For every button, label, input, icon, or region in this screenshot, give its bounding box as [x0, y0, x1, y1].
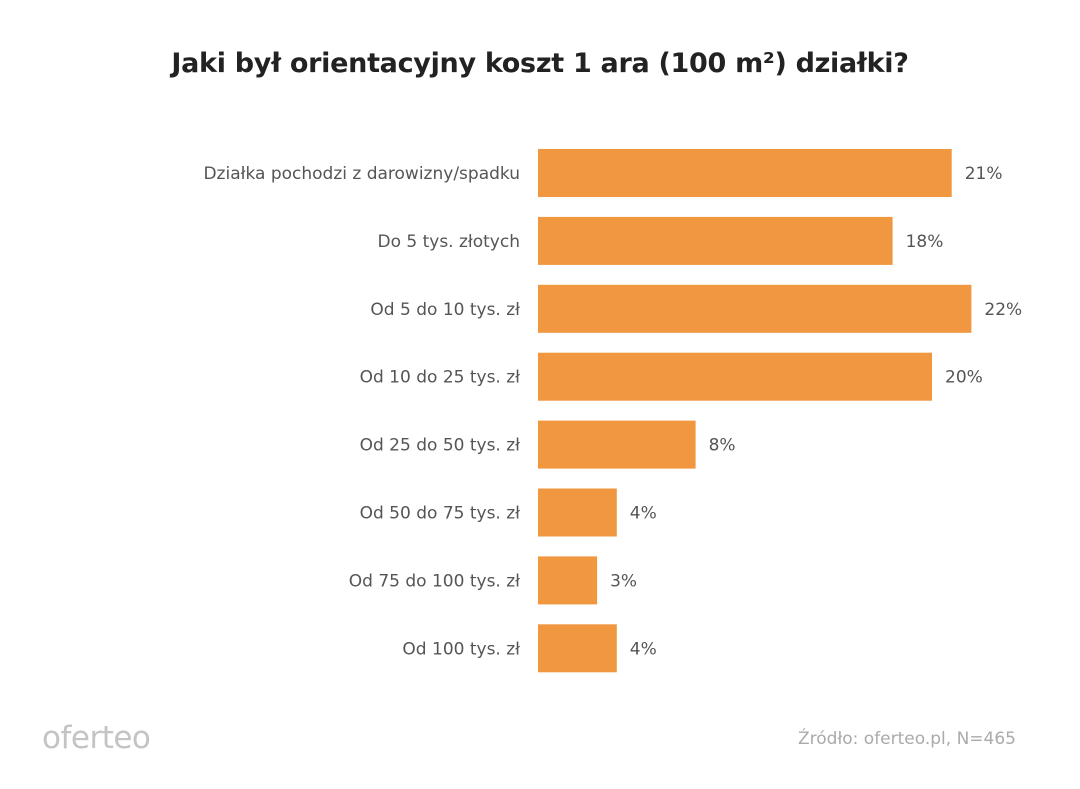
- bar-chart: Działka pochodzi z darowizny/spadku 21% Do…: [203, 149, 1022, 673]
- value-label: 8%: [709, 436, 736, 456]
- value-label: 3%: [610, 571, 637, 591]
- category-label: Od 100 tys. zł: [402, 639, 520, 659]
- bar: [538, 556, 598, 605]
- value-label: 21%: [965, 164, 1003, 184]
- oferteo-logo: oferteo: [42, 720, 151, 756]
- category-label: Od 10 do 25 tys. zł: [360, 368, 521, 388]
- category-label: Od 25 do 50 tys. zł: [360, 436, 521, 456]
- category-label: Od 50 do 75 tys. zł: [360, 504, 521, 524]
- category-label: Do 5 tys. złotych: [377, 232, 520, 252]
- bar: [538, 352, 932, 401]
- chart-title: Jaki był orientacyjny koszt 1 ara (100 m…: [171, 48, 909, 79]
- category-label: Od 75 do 100 tys. zł: [349, 571, 520, 591]
- value-label: 4%: [630, 639, 657, 659]
- category-label: Działka pochodzi z darowizny/spadku: [203, 164, 520, 184]
- category-label: Od 5 do 10 tys. zł: [370, 300, 520, 320]
- bar: [538, 284, 972, 333]
- value-label: 22%: [984, 300, 1022, 320]
- value-label: 20%: [945, 368, 983, 388]
- value-label: 18%: [906, 232, 944, 252]
- bar: [538, 149, 952, 197]
- bar: [538, 488, 617, 537]
- value-label: 4%: [630, 504, 657, 524]
- bar: [538, 216, 893, 265]
- source-note: Źródło: oferteo.pl, N=465: [797, 729, 1016, 749]
- bar: [538, 420, 696, 469]
- bar: [538, 624, 617, 673]
